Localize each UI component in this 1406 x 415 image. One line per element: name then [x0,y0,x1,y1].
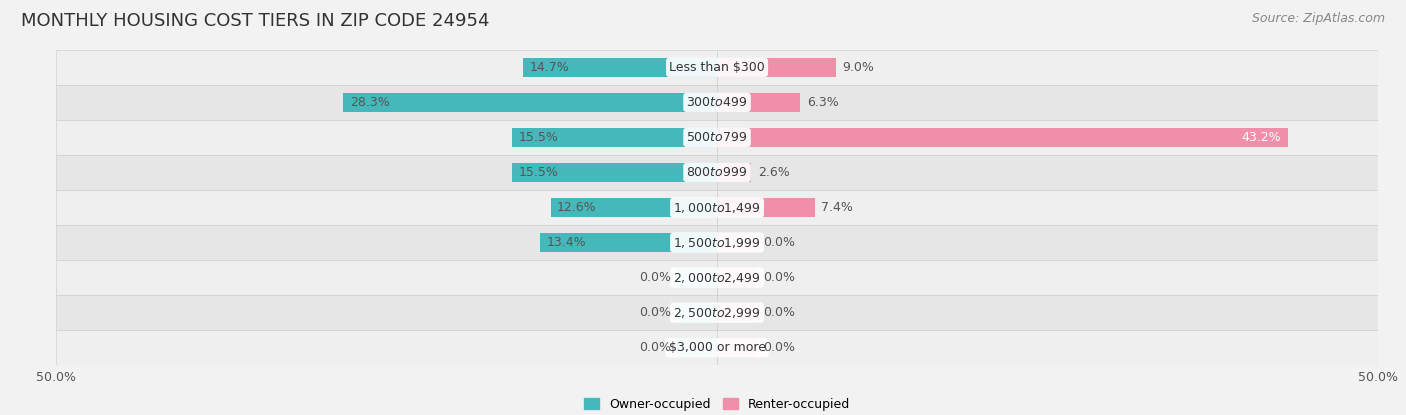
Text: 0.0%: 0.0% [763,271,796,284]
Bar [678,338,717,357]
Text: 6.3%: 6.3% [807,96,839,109]
Text: 0.0%: 0.0% [763,236,796,249]
Bar [717,338,756,357]
Bar [56,190,1378,225]
Bar [717,163,751,182]
Text: $2,500 to $2,999: $2,500 to $2,999 [673,305,761,320]
Bar [717,268,756,287]
Text: 0.0%: 0.0% [638,341,671,354]
Bar [717,233,756,252]
Text: 28.3%: 28.3% [350,96,389,109]
Bar [56,85,1378,120]
Text: $1,000 to $1,499: $1,000 to $1,499 [673,200,761,215]
Bar [540,233,717,252]
Bar [523,58,717,77]
Bar [56,225,1378,260]
Text: 0.0%: 0.0% [763,341,796,354]
Bar [343,93,717,112]
Bar [512,128,717,147]
Bar [717,128,1288,147]
Bar [717,303,756,322]
Text: 15.5%: 15.5% [519,166,558,179]
Bar [56,330,1378,365]
Text: $300 to $499: $300 to $499 [686,96,748,109]
Bar [717,93,800,112]
Bar [717,58,837,77]
Text: 12.6%: 12.6% [557,201,596,214]
Bar [678,303,717,322]
Text: 0.0%: 0.0% [638,306,671,319]
Bar [56,155,1378,190]
Bar [56,50,1378,85]
Bar [678,268,717,287]
Text: 43.2%: 43.2% [1241,131,1281,144]
Legend: Owner-occupied, Renter-occupied: Owner-occupied, Renter-occupied [579,393,855,415]
Text: Less than $300: Less than $300 [669,61,765,74]
Bar [56,260,1378,295]
Bar [717,198,815,217]
Text: MONTHLY HOUSING COST TIERS IN ZIP CODE 24954: MONTHLY HOUSING COST TIERS IN ZIP CODE 2… [21,12,489,30]
Text: 13.4%: 13.4% [547,236,586,249]
Text: 7.4%: 7.4% [821,201,853,214]
Bar [512,163,717,182]
Text: $1,500 to $1,999: $1,500 to $1,999 [673,236,761,249]
Text: 2.6%: 2.6% [758,166,790,179]
Text: $800 to $999: $800 to $999 [686,166,748,179]
Text: 9.0%: 9.0% [842,61,875,74]
Text: 14.7%: 14.7% [530,61,569,74]
Bar [56,295,1378,330]
Text: $3,000 or more: $3,000 or more [669,341,765,354]
Text: $2,000 to $2,499: $2,000 to $2,499 [673,271,761,285]
Text: $500 to $799: $500 to $799 [686,131,748,144]
Text: 0.0%: 0.0% [638,271,671,284]
Bar [56,120,1378,155]
Text: Source: ZipAtlas.com: Source: ZipAtlas.com [1251,12,1385,25]
Text: 0.0%: 0.0% [763,306,796,319]
Text: 15.5%: 15.5% [519,131,558,144]
Bar [551,198,717,217]
